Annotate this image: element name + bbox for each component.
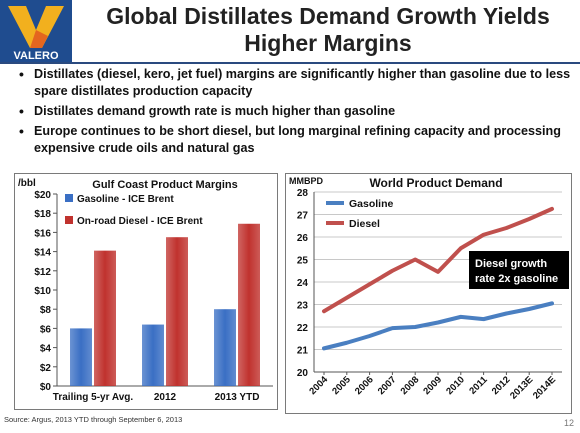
page-title-line2: Higher Margins (244, 30, 412, 56)
y-tick-label: 21 (297, 346, 309, 357)
y-tick-label: $20 (34, 190, 51, 201)
margins-chart-panel: Gulf Coast Product Margins/bbl $0 $2 $4 $6 $8… (14, 173, 278, 410)
legend-label: Gasoline - ICE Brent (77, 194, 174, 205)
legend-label: Diesel (349, 218, 380, 230)
legend-swatch (65, 194, 73, 202)
x-tick-label: 2006 (353, 374, 376, 397)
x-tick-label: 2004 (307, 374, 330, 397)
demand-chart-panel: World Product Demand MMBPD 20 21 22 23 24 25 26 2… (285, 173, 572, 414)
source-note: Source: Argus, 2013 YTD through Septembe… (4, 415, 183, 424)
logo-v-shape (8, 6, 64, 48)
bar-diesel (238, 223, 260, 386)
bullet-item: Distillates (diesel, kero, jet fuel) mar… (16, 66, 576, 100)
y-tick-label: 27 (297, 211, 309, 222)
y-tick-label: 28 (297, 188, 309, 199)
y-tick-label: $14 (34, 248, 51, 259)
annotation-box (469, 251, 569, 289)
y-tick-label: 22 (297, 323, 309, 334)
x-tick-label: 2009 (421, 374, 444, 397)
x-tick-label: 2013E (508, 374, 535, 401)
demand-line-chart: World Product Demand MMBPD 20 21 22 23 24 25 26 2… (289, 176, 569, 402)
x-tick-label: 2014E (531, 374, 558, 401)
y-tick-label: $0 (40, 382, 52, 393)
legend-swatch (65, 216, 73, 224)
bar-gasoline (142, 324, 164, 386)
series-line-diesel (322, 206, 554, 314)
page-title: Global Distillates Demand Growth Yields … (80, 3, 576, 57)
x-tick-label: 2013 YTD (215, 392, 260, 403)
valero-logo: VALERO (0, 0, 72, 64)
legend-label: On-road Diesel - ICE Brent (77, 216, 203, 227)
bar-gasoline (70, 328, 92, 386)
x-tick-label: Trailing 5-yr Avg. (53, 392, 134, 403)
y-tick-label: $10 (34, 286, 51, 297)
y-tick-label: 24 (297, 278, 309, 289)
x-tick-label: 2007 (376, 374, 399, 397)
annotation-line1: Diesel growth (475, 258, 547, 270)
y-tick-label: $18 (34, 209, 51, 220)
y-tick-label: $8 (40, 305, 52, 316)
y-tick-label: 23 (297, 301, 309, 312)
logo-v-shade (30, 30, 48, 48)
margins-bar-chart: Gulf Coast Product Margins/bbl $0 $2 $4 $6 $8… (18, 178, 273, 403)
x-tick-label: 2012 (154, 392, 177, 403)
y-tick-label: $2 (40, 363, 52, 374)
page-title-line1: Global Distillates Demand Growth Yields (106, 3, 550, 29)
x-tick-label: 2011 (467, 374, 490, 397)
annotation-line2: rate 2x gasoline (475, 273, 558, 285)
legend-label: Gasoline (349, 198, 394, 210)
y-tick-label: 20 (297, 368, 309, 379)
y-tick-label: $16 (34, 228, 51, 239)
title-divider (0, 62, 580, 64)
page-number: 12 (563, 418, 574, 428)
bullet-list: Distillates (diesel, kero, jet fuel) mar… (16, 66, 576, 160)
y-tick-label: 25 (297, 256, 309, 267)
chart-title: Gulf Coast Product Margins (92, 179, 237, 191)
bar-diesel (166, 237, 188, 386)
logo-text: VALERO (13, 50, 58, 62)
bar-diesel (94, 250, 116, 386)
y-axis-label: /bbl (18, 178, 36, 189)
bullet-item: Europe continues to be short diesel, but… (16, 123, 576, 157)
y-axis-label: MMBPD (289, 176, 323, 186)
x-tick-label: 2008 (399, 374, 422, 397)
x-tick-label: 2010 (444, 374, 467, 397)
series-line-gasoline (322, 301, 554, 351)
chart-title: World Product Demand (369, 176, 502, 190)
x-tick-label: 2005 (330, 374, 353, 397)
y-tick-label: $12 (34, 267, 51, 278)
bar-gasoline (214, 309, 236, 386)
y-tick-label: 26 (297, 233, 309, 244)
bullet-item: Distillates demand growth rate is much h… (16, 103, 576, 120)
y-tick-label: $4 (40, 344, 52, 355)
y-tick-label: $6 (40, 324, 52, 335)
